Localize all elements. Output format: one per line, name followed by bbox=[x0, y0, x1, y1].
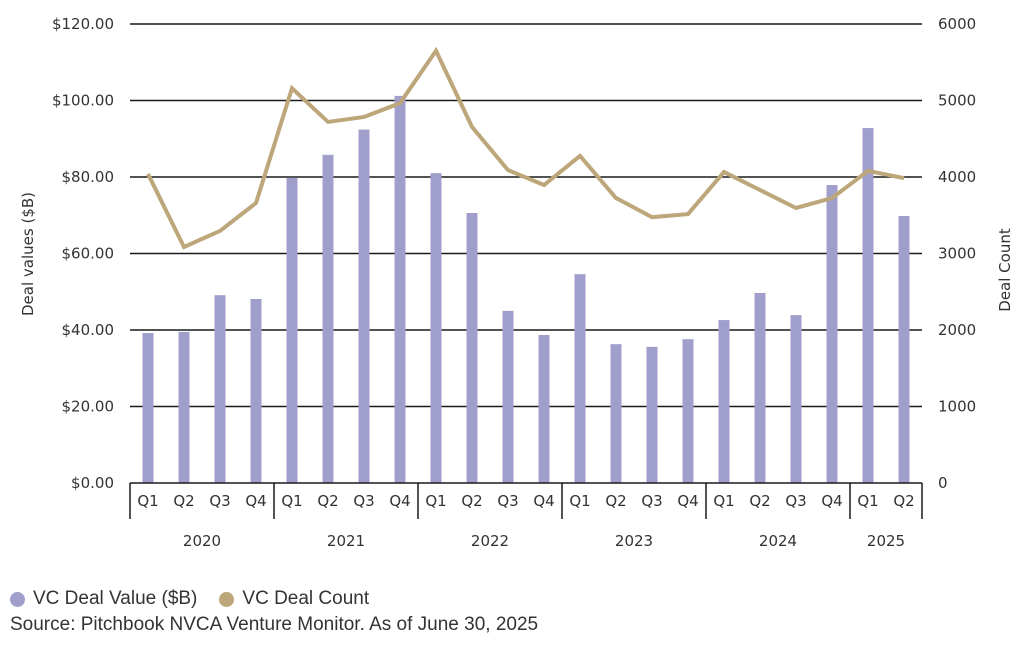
legend-swatch-deal-count bbox=[219, 591, 235, 607]
gridlines bbox=[130, 23, 922, 408]
x-group-label: 2024 bbox=[759, 532, 797, 550]
x-tick-label: Q1 bbox=[137, 492, 158, 510]
x-tick-label: Q4 bbox=[245, 492, 266, 510]
bar bbox=[538, 334, 550, 483]
bar bbox=[754, 292, 766, 483]
x-group-label: 2021 bbox=[327, 532, 365, 550]
bar bbox=[718, 320, 730, 483]
legend-label-deal-count: VC Deal Count bbox=[242, 588, 370, 609]
y-tick-label: $100.00 bbox=[52, 92, 114, 110]
y-tick-label: $60.00 bbox=[62, 245, 115, 263]
x-tick-label: Q2 bbox=[173, 492, 194, 510]
y2-tick-label: 3000 bbox=[938, 245, 976, 263]
legend-item-deal-value: VC Deal Value ($B) bbox=[10, 588, 197, 610]
bar bbox=[466, 212, 478, 483]
y-tick-label: $120.00 bbox=[52, 15, 114, 33]
x-tick-label: Q2 bbox=[317, 492, 338, 510]
chart: Q1 Q2 Q3 Q4 2020 Q1 Q2 Q3 Q4 2021 Q1 Q2 Q3 Q4 2022 Q1 Q2… bbox=[19, 15, 1014, 550]
legend-swatch-deal-value bbox=[10, 591, 25, 607]
x-tick-label: Q3 bbox=[209, 492, 230, 510]
bar bbox=[358, 129, 370, 483]
x-group-label: 2020 bbox=[183, 532, 221, 550]
x-tick-label: Q1 bbox=[569, 492, 590, 510]
y2-tick-label: 2000 bbox=[938, 321, 976, 339]
x-group-label: 2023 bbox=[615, 532, 653, 550]
x-tick-label: Q4 bbox=[677, 492, 698, 510]
y-tick-label: $0.00 bbox=[71, 474, 114, 492]
bar bbox=[790, 315, 802, 483]
y-axis-title: Deal values ($B) bbox=[19, 192, 37, 316]
x-tick-label: Q3 bbox=[785, 492, 806, 510]
bar-series-deal-value bbox=[142, 95, 910, 484]
x-tick-label: Q2 bbox=[893, 492, 914, 510]
x-tick-label: Q3 bbox=[353, 492, 374, 510]
line-series-deal-count bbox=[146, 46, 905, 250]
x-tick-label: Q4 bbox=[533, 492, 554, 510]
x-tick-label: Q1 bbox=[425, 492, 446, 510]
bar bbox=[394, 95, 406, 483]
y-axis-left: $0.00 $20.00 $40.00 $60.00 $80.00 $100.00 $120… bbox=[52, 15, 114, 492]
y2-tick-label: 6000 bbox=[938, 15, 976, 33]
legend-item-deal-count: VC Deal Count bbox=[219, 588, 369, 610]
bar bbox=[430, 173, 442, 484]
x-group-label: 2022 bbox=[471, 532, 509, 550]
x-tick-label: Q1 bbox=[857, 492, 878, 510]
x-tick-label: Q4 bbox=[389, 492, 410, 510]
bar bbox=[610, 344, 622, 483]
x-tick-label: Q1 bbox=[281, 492, 302, 510]
bar bbox=[178, 331, 190, 483]
x-axis: Q1 Q2 Q3 Q4 2020 Q1 Q2 Q3 Q4 2021 Q1 Q2 Q3 Q4 2022 Q1 Q2… bbox=[129, 482, 923, 550]
x-tick-label: Q3 bbox=[641, 492, 662, 510]
x-group-label: 2025 bbox=[867, 532, 905, 550]
bar bbox=[862, 128, 874, 484]
x-tick-label: Q2 bbox=[749, 492, 770, 510]
y2-tick-label: 5000 bbox=[938, 92, 976, 110]
bar bbox=[322, 154, 334, 483]
bar bbox=[286, 177, 298, 483]
bar bbox=[646, 346, 658, 483]
x-tick-label: Q2 bbox=[605, 492, 626, 510]
y2-tick-label: 4000 bbox=[938, 168, 976, 186]
x-tick-label: Q1 bbox=[713, 492, 734, 510]
bar bbox=[142, 333, 154, 483]
y-tick-label: $80.00 bbox=[62, 168, 115, 186]
x-tick-label: Q2 bbox=[461, 492, 482, 510]
bar bbox=[502, 310, 514, 483]
x-tick-label: Q3 bbox=[497, 492, 518, 510]
bar bbox=[250, 299, 262, 483]
bar bbox=[682, 339, 694, 483]
y2-tick-label: 1000 bbox=[938, 398, 976, 416]
bar bbox=[898, 216, 910, 483]
bar bbox=[574, 274, 586, 483]
bar bbox=[826, 185, 838, 483]
legend-label-deal-value: VC Deal Value ($B) bbox=[33, 588, 198, 609]
bar bbox=[214, 295, 226, 483]
y2-axis-title: Deal Count bbox=[996, 228, 1014, 312]
y2-tick-label: 0 bbox=[938, 474, 948, 492]
source-note: Source: Pitchbook NVCA Venture Monitor. … bbox=[10, 614, 539, 635]
y-tick-label: $20.00 bbox=[62, 398, 115, 416]
y-axis-right: 0 1000 2000 3000 4000 5000 6000 bbox=[938, 15, 976, 492]
y-tick-label: $40.00 bbox=[62, 321, 115, 339]
x-tick-label: Q4 bbox=[821, 492, 842, 510]
legend: VC Deal Value ($B) VC Deal Count bbox=[10, 588, 391, 610]
deal-count-line bbox=[146, 46, 905, 250]
